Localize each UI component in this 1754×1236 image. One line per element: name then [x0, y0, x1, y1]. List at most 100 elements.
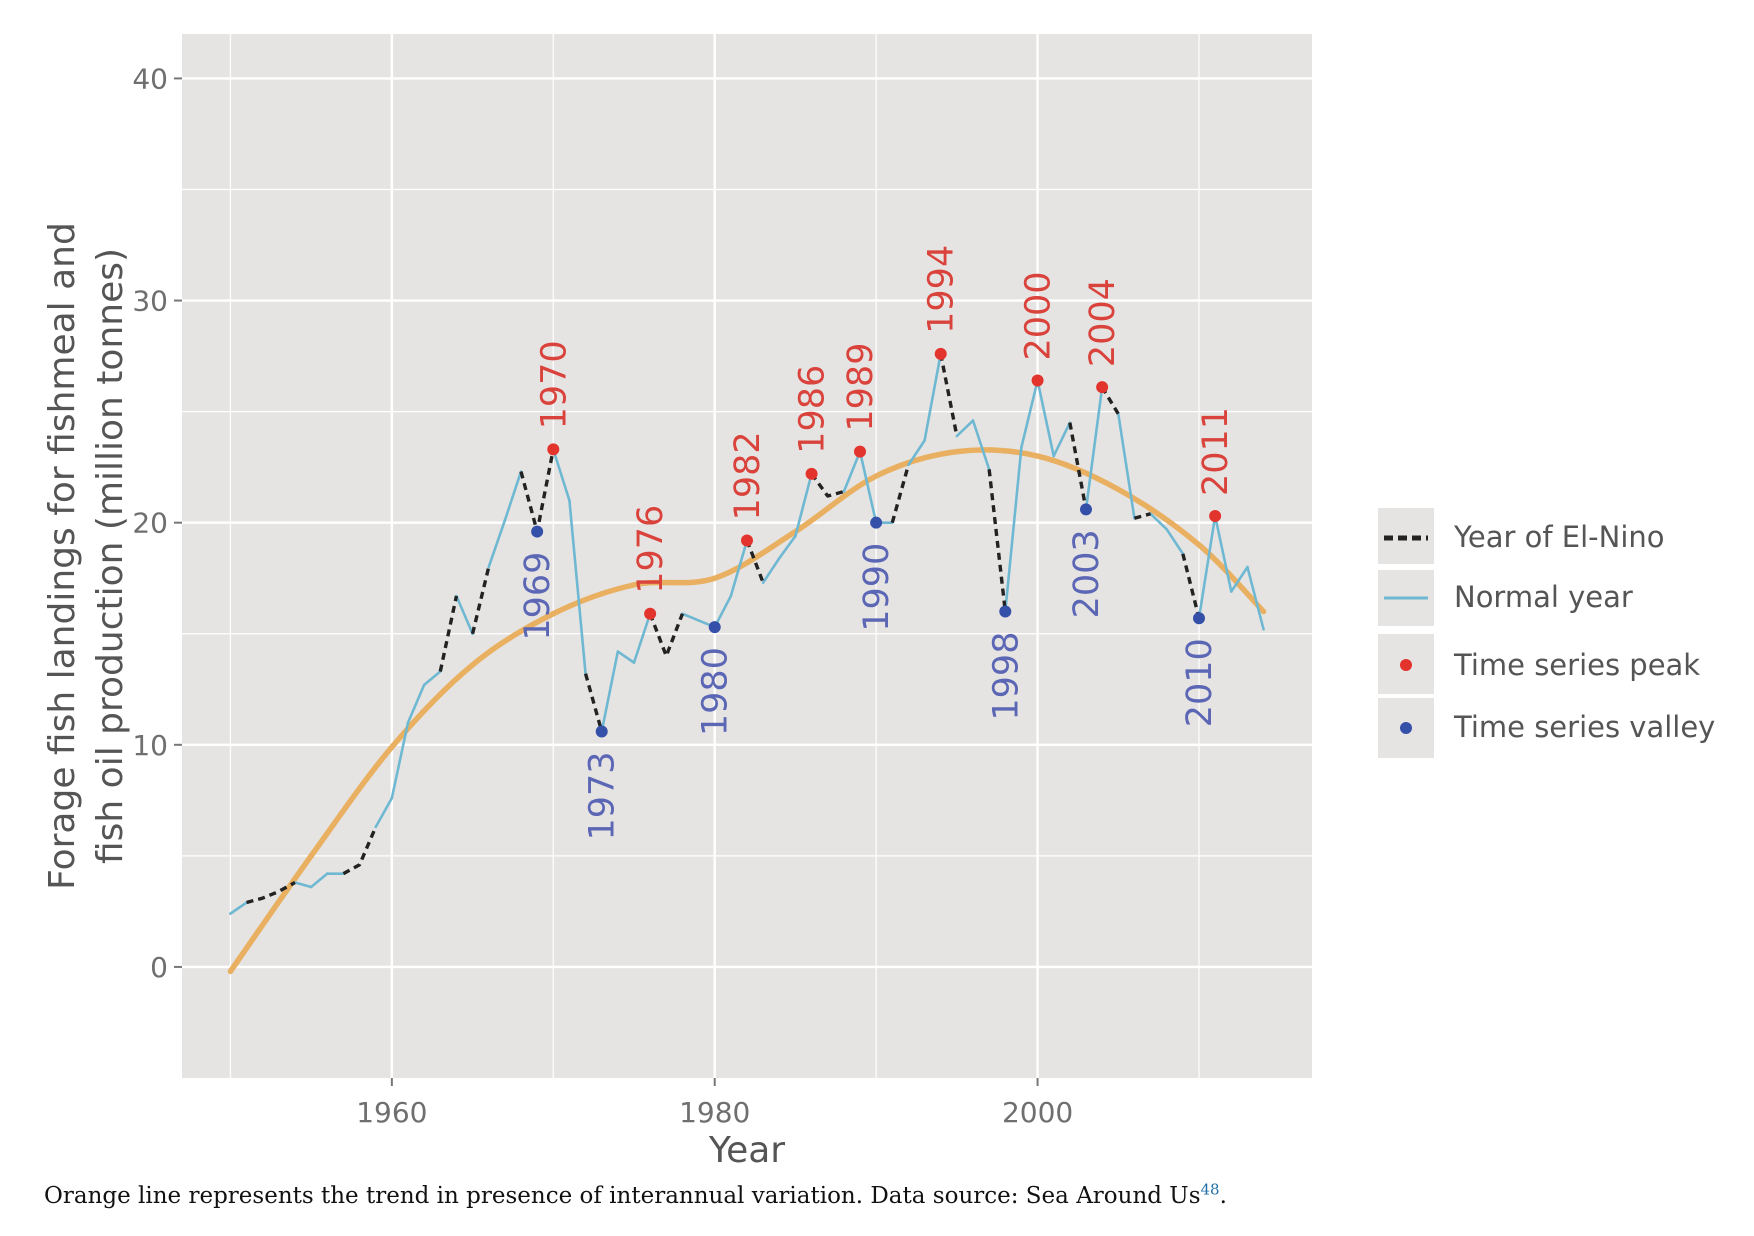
legend-label-el-nino: Year of El-Nino [1453, 520, 1665, 554]
y-tick-label: 0 [150, 951, 168, 984]
normal-year-segment [955, 419, 975, 438]
normal-year-segment [777, 534, 797, 560]
valley-label: 1990 [857, 543, 897, 632]
valley-point [999, 605, 1012, 618]
valley-label: 1980 [696, 647, 736, 736]
extrema-labels: 1970 1976 1982 1986 1989 1994 2000 2004 2011 1969… [518, 245, 1236, 841]
legend-label-peak: Time series peak [1453, 648, 1700, 682]
valley-label: 2003 [1067, 529, 1107, 618]
el-nino-segment [246, 881, 296, 905]
normal-year-layer [229, 352, 1265, 915]
normal-year-segment [923, 352, 943, 442]
y-axis-ticks: 0 10 20 30 40 [132, 62, 182, 984]
normal-year-segment [729, 539, 749, 598]
peak-point [934, 347, 947, 360]
normal-year-segment [600, 650, 620, 733]
normal-year-segment [907, 439, 926, 467]
valley-point [595, 725, 608, 738]
normal-year-segment [842, 450, 862, 493]
normal-year-segment [293, 881, 313, 889]
trend-line [227, 447, 1267, 975]
legend: Year of El-Nino Normal year Time series … [1378, 508, 1715, 758]
el-nino-segment [648, 613, 685, 658]
el-nino-segment [1133, 512, 1152, 520]
valley-point [531, 525, 544, 538]
legend-swatch-valley [1400, 722, 1412, 734]
el-nino-segment [342, 826, 378, 876]
valley-point [708, 621, 721, 634]
peak-point [547, 443, 560, 456]
y-axis-title-line-1: Forage fish landings for fishmeal and [42, 222, 83, 890]
normal-year-segment [568, 499, 587, 676]
el-nino-segment [745, 539, 765, 584]
valley-label: 1969 [518, 552, 558, 641]
normal-year-segment [1020, 379, 1039, 449]
normal-year-segment [1213, 514, 1233, 593]
caption-end: . [1219, 1183, 1227, 1209]
x-tick-label: 2000 [1002, 1096, 1073, 1129]
normal-year-segment [1036, 379, 1056, 458]
normal-year-segment [455, 594, 474, 636]
normal-year-segment [503, 470, 523, 522]
y-axis-title: Forage fish landings for fishmeal and fi… [42, 222, 131, 890]
caption-text: Orange line represents the trend in pres… [44, 1183, 1201, 1209]
normal-year-segment [1165, 528, 1185, 556]
caption-reference[interactable]: 48 [1200, 1180, 1220, 1199]
peak-label: 2011 [1196, 407, 1236, 496]
peak-label: 1989 [841, 343, 881, 432]
valley-point [1080, 503, 1092, 516]
extrema-points [531, 347, 1222, 738]
normal-year-segment [681, 612, 700, 622]
el-nino-segment [810, 472, 845, 498]
y-axis-title-line-2: fish oil production (million tonnes) [90, 248, 131, 864]
normal-year-segment [406, 683, 426, 724]
peak-label: 1976 [631, 505, 671, 594]
el-nino-segment [1068, 422, 1088, 510]
normal-year-segment [422, 670, 442, 687]
peak-point [1209, 510, 1222, 523]
normal-year-segment [971, 419, 991, 471]
peak-point [1031, 374, 1044, 387]
peak-label: 2000 [1019, 271, 1059, 360]
y-tick-label: 40 [132, 62, 168, 95]
grid-lines [182, 34, 1312, 1078]
normal-year-segment [390, 721, 410, 800]
normal-year-segment [1197, 514, 1217, 620]
normal-year-segment [1229, 565, 1249, 593]
normal-year-segment [1149, 512, 1169, 531]
y-tick-label: 10 [132, 729, 168, 762]
peak-point [741, 534, 753, 547]
legend-label-valley: Time series valley [1453, 710, 1715, 744]
x-tick-label: 1980 [679, 1096, 750, 1129]
valley-label: 2010 [1180, 638, 1220, 727]
peak-label: 1970 [534, 340, 574, 429]
legend-label-normal: Normal year [1454, 580, 1633, 614]
normal-year-segment [761, 556, 781, 584]
trend-layer [227, 447, 1267, 975]
normal-year-segment [1084, 385, 1104, 511]
peak-point [854, 445, 866, 458]
el-nino-segment [438, 595, 459, 672]
el-nino-segment [583, 673, 604, 732]
peak-label: 1994 [922, 245, 962, 334]
x-tick-label: 1960 [356, 1096, 427, 1129]
plot-panel [182, 34, 1312, 1078]
y-tick-label: 30 [132, 285, 168, 318]
y-tick-label: 20 [132, 507, 168, 540]
x-axis-title: Year [708, 1130, 785, 1171]
normal-year-segment [632, 612, 652, 664]
valley-label: 1998 [986, 632, 1026, 721]
normal-year-segment [487, 519, 507, 569]
figure-caption: Orange line represents the trend in pres… [44, 1180, 1227, 1209]
peak-label: 2004 [1083, 278, 1123, 367]
x-axis-ticks: 1960 1980 2000 [356, 1078, 1073, 1129]
peak-point [644, 607, 657, 620]
normal-year-segment [1003, 445, 1023, 613]
normal-year-segment [1052, 421, 1072, 458]
normal-year-segment [858, 450, 878, 524]
normal-year-segment [1246, 565, 1265, 631]
normal-year-segment [794, 472, 813, 538]
el-nino-segment [890, 464, 911, 524]
normal-year-segment [1116, 412, 1136, 520]
